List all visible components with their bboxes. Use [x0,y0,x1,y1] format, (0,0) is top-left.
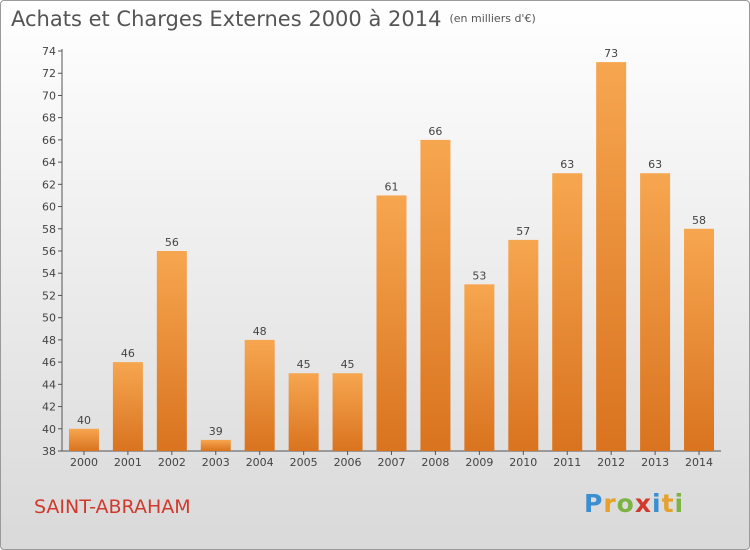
data-label-2006: 45 [341,358,355,371]
x-tick-label-2009: 2009 [465,456,493,469]
x-tick-label-2005: 2005 [290,456,318,469]
bars [68,62,715,451]
bar-2010 [508,239,539,451]
x-tick-label-2000: 2000 [70,456,98,469]
data-label-2008: 66 [428,125,442,138]
x-tick-label-2010: 2010 [509,456,537,469]
y-tick-label: 42 [42,401,56,414]
y-tick-label: 58 [42,223,56,236]
y-tick-label: 56 [42,245,56,258]
y-tick-label: 62 [42,178,56,191]
data-label-2000: 40 [77,414,91,427]
y-tick-label: 70 [42,89,56,102]
logo-letter: i [674,489,685,518]
data-label-2005: 45 [297,358,311,371]
x-tick-label-2014: 2014 [685,456,713,469]
bar-2013 [640,173,671,451]
bar-2000 [68,428,99,451]
logo-letter: x [634,489,652,518]
y-tick-label: 68 [42,112,56,125]
data-label-2003: 39 [209,425,223,438]
logo-letter: t [661,489,675,518]
logo-letter: P [584,489,604,518]
data-label-2014: 58 [692,214,706,227]
data-label-2002: 56 [165,236,179,249]
bar-2012 [596,62,627,451]
y-tick-label: 44 [42,378,56,391]
x-tick-label-2012: 2012 [597,456,625,469]
bar-2007 [376,195,407,451]
bar-2006 [332,373,363,451]
x-tick-label-2008: 2008 [421,456,449,469]
x-tick-label-2003: 2003 [202,456,230,469]
data-label-2004: 48 [253,325,267,338]
data-label-2011: 63 [560,158,574,171]
logo-letter: i [652,489,662,518]
bar-2008 [420,139,451,451]
y-tick-label: 46 [42,356,56,369]
y-tick-label: 50 [42,312,56,325]
x-tick-label-2006: 2006 [334,456,362,469]
logo-letter: r [603,489,617,518]
x-tick-label-2011: 2011 [553,456,581,469]
y-tick-label: 48 [42,334,56,347]
commune-name: SAINT-ABRAHAM [34,496,191,518]
logo-letter: o [616,489,635,518]
y-tick-label: 54 [42,267,56,280]
y-tick-label: 66 [42,134,56,147]
chart-title: Achats et Charges Externes 2000 à 2014 (e… [11,7,536,31]
x-tick-label-2002: 2002 [158,456,186,469]
bar-2014 [684,228,715,451]
bar-2001 [112,362,143,451]
x-tick-label-2013: 2013 [641,456,669,469]
title-text: Achats et Charges Externes 2000 à 2014 [11,7,442,31]
y-tick-label: 60 [42,201,56,214]
bar-2004 [244,339,275,451]
bar-2011 [552,173,583,451]
x-tick-label-2007: 2007 [378,456,406,469]
bar-2005 [288,373,319,451]
y-tick-label: 72 [42,67,56,80]
axes: 38 40 42 44 46 48 50 52 54 56 58 60 62 64 66 68 70 72 74 20… [42,45,721,469]
data-label-2013: 63 [648,158,662,171]
data-label-2001: 46 [121,347,135,360]
x-tick-label-2001: 2001 [114,456,142,469]
y-tick-label: 64 [42,156,56,169]
bar-2009 [464,284,495,451]
data-label-2009: 53 [472,269,486,282]
x-tick-label-2004: 2004 [246,456,274,469]
y-tick-label: 40 [42,423,56,436]
data-label-2010: 57 [516,225,530,238]
data-label-2007: 61 [385,180,399,193]
title-unit: (en milliers d'€) [449,12,536,25]
bar-2002 [156,251,187,451]
data-label-2012: 73 [604,47,618,60]
y-tick-label: 74 [42,45,56,58]
y-tick-label: 38 [42,445,56,458]
proxiti-logo: Proxiti [584,489,684,518]
data-labels: 40 46 56 39 48 45 45 61 66 53 57 63 73 63 58 [77,47,706,438]
bar-2003 [200,439,231,451]
y-tick-label: 52 [42,289,56,302]
